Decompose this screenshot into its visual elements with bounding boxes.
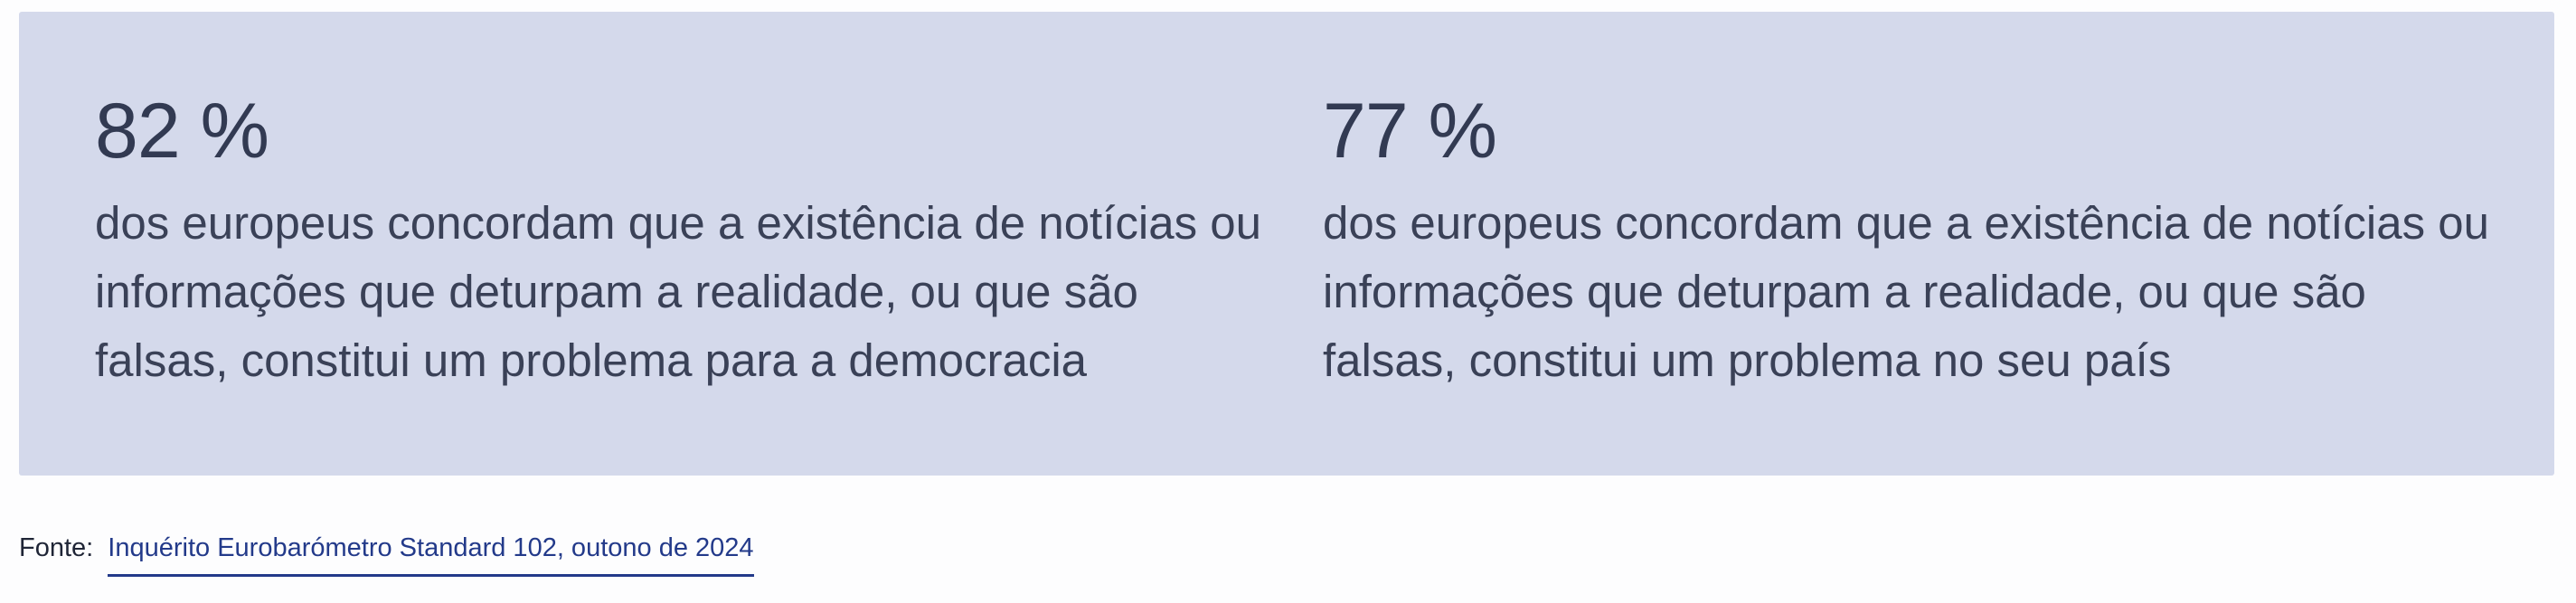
- stat-value: 82 %: [95, 88, 269, 174]
- source-link[interactable]: Inquérito Eurobarómetro Standard 102, ou…: [108, 533, 754, 577]
- stat-card-democracy: 82 % dos europeus concordam que a existê…: [95, 86, 1270, 395]
- stat-description: dos europeus concordam que a existência …: [95, 197, 1261, 386]
- source-line: Fonte: Inquérito Eurobarómetro Standard …: [19, 533, 754, 577]
- stat-value: 77 %: [1323, 88, 1497, 174]
- stat-card-country: 77 % dos europeus concordam que a existê…: [1323, 86, 2498, 395]
- source-label: Fonte:: [19, 533, 94, 562]
- stats-panel: 82 % dos europeus concordam que a existê…: [19, 12, 2554, 476]
- stat-description: dos europeus concordam que a existência …: [1323, 197, 2489, 386]
